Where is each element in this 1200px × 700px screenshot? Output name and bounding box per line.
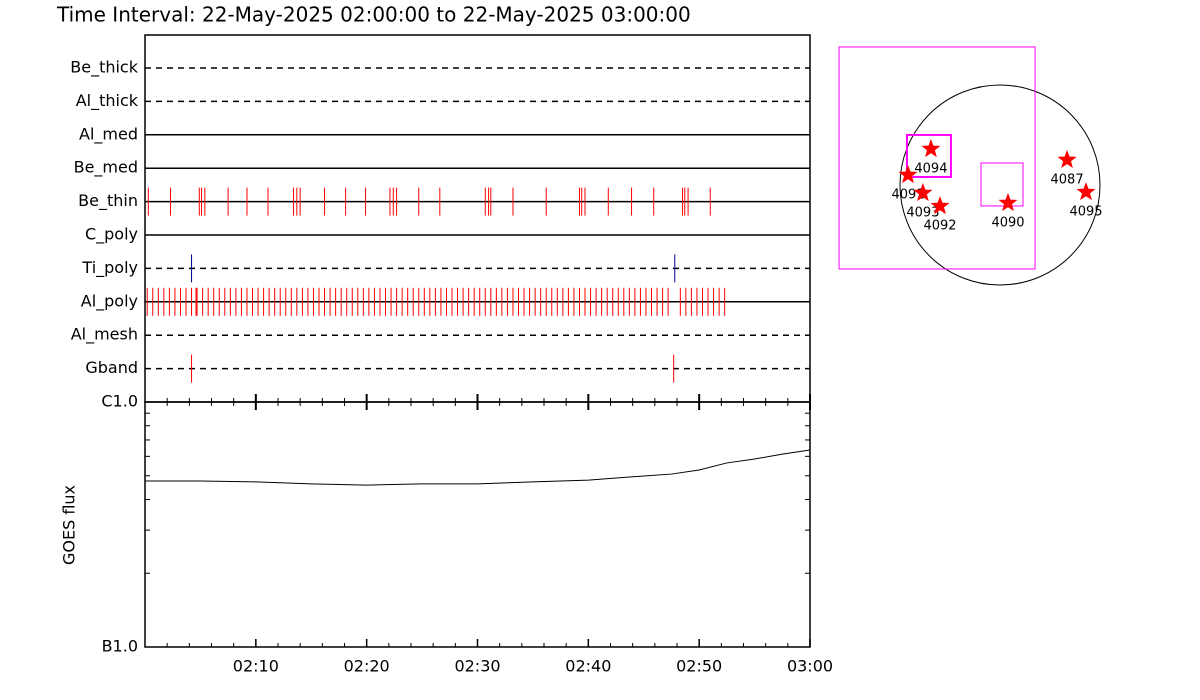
x-tick-label: 02:30 — [454, 657, 500, 676]
region-star — [1057, 149, 1077, 168]
fov-box — [838, 46, 1036, 270]
region-star — [921, 139, 941, 158]
row-label: Al_thick — [76, 91, 139, 111]
region-star — [913, 183, 933, 202]
x-tick-label: 02:10 — [233, 657, 279, 676]
row-label: Al_med — [79, 124, 138, 144]
region-star — [930, 196, 950, 215]
row-label: Be_thick — [70, 58, 138, 78]
row-label: Ti_poly — [81, 258, 138, 278]
y-tick-label: B1.0 — [102, 637, 138, 656]
goes-curve — [145, 449, 811, 486]
goes-frame — [144, 401, 811, 648]
region-label: 4092 — [923, 219, 956, 234]
y-tick-label: C1.0 — [101, 392, 138, 411]
x-tick-label: 02:50 — [676, 657, 722, 676]
row-label: Al_poly — [81, 291, 138, 311]
fov-box — [980, 162, 1024, 207]
fov-box — [905, 133, 952, 178]
row-label: Al_mesh — [71, 325, 138, 345]
x-tick-label: 02:20 — [344, 657, 390, 676]
region-label: 4095 — [1069, 205, 1102, 220]
region-label: 4093 — [906, 206, 939, 221]
title: Time Interval: 22-May-2025 02:00:00 to 2… — [56, 3, 691, 27]
solar-disk — [899, 84, 1101, 286]
x-tick-label: 03:00 — [787, 657, 833, 676]
x-tick-label: 02:40 — [565, 657, 611, 676]
event-frame — [144, 34, 811, 403]
region-star — [1076, 182, 1096, 201]
y-axis-label: GOES flux — [60, 485, 79, 565]
region-star — [998, 193, 1018, 212]
row-label: Be_med — [74, 158, 138, 178]
row-label: Be_thin — [78, 191, 138, 211]
region-label: 4094 — [914, 162, 947, 177]
region-star — [898, 165, 918, 184]
row-label: Gband — [85, 358, 138, 377]
row-label: C_poly — [85, 225, 138, 245]
region-label: 4090 — [991, 216, 1024, 231]
region-label: 4087 — [1051, 172, 1084, 187]
